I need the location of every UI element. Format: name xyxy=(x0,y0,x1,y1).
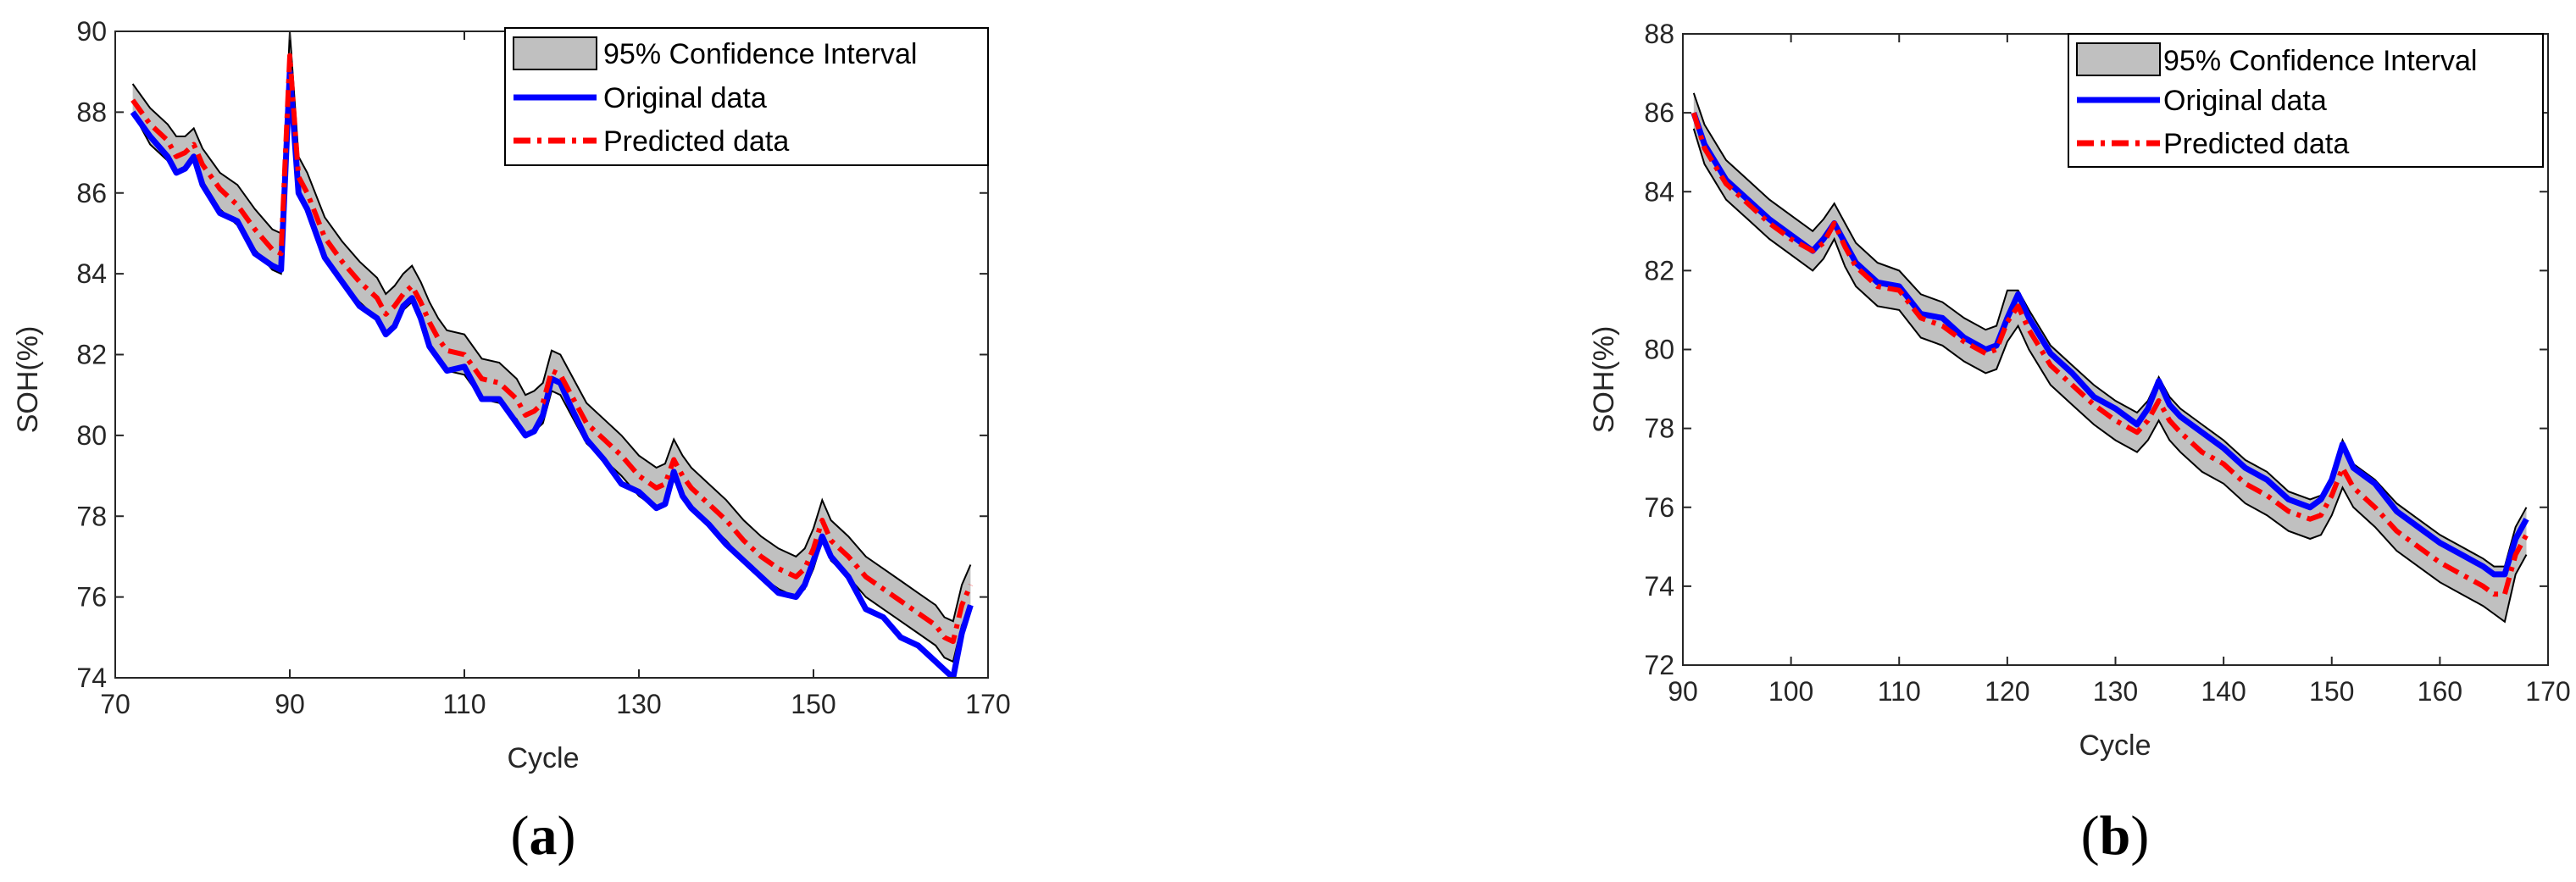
legend-original-label: Original data xyxy=(603,82,767,114)
x-tick-label: 170 xyxy=(2525,676,2570,707)
y-tick-label: 76 xyxy=(1644,492,1674,523)
legend-ci-swatch xyxy=(2076,42,2161,76)
legend-ci-swatch xyxy=(513,36,597,70)
y-tick-label: 88 xyxy=(76,97,107,127)
x-tick-label: 160 xyxy=(2418,676,2462,707)
predicted-data-line xyxy=(130,53,974,645)
confidence-band xyxy=(132,31,971,662)
x-tick-label: 110 xyxy=(442,689,486,719)
x-tick-label: 100 xyxy=(1768,676,1813,707)
x-tick-label: 130 xyxy=(616,689,661,719)
x-tick-label: 120 xyxy=(1985,676,2029,707)
x-tick-label: 170 xyxy=(965,689,1010,719)
series-group xyxy=(1690,92,2529,624)
legend: 95% Confidence Interval Original data Pr… xyxy=(2068,33,2544,168)
y-tick-label: 80 xyxy=(76,420,107,451)
predicted-data-line xyxy=(1690,112,2529,597)
y-tick-label: 88 xyxy=(1644,19,1674,49)
x-tick-label: 150 xyxy=(2309,676,2354,707)
legend-original-label: Original data xyxy=(2163,85,2327,117)
y-tick-label: 86 xyxy=(1644,97,1674,128)
y-tick-label: 86 xyxy=(76,178,107,208)
y-tick-label: 82 xyxy=(76,340,107,370)
x-tick-label: 140 xyxy=(2201,676,2246,707)
legend-ci-label: 95% Confidence Interval xyxy=(2163,45,2477,77)
y-tick-label: 82 xyxy=(1644,255,1674,286)
y-tick-label: 78 xyxy=(1644,413,1674,444)
panel-b: SOH(%) Cycle 90 100 110 120 130 140 150 160 170 7… xyxy=(1588,19,2571,867)
x-tick-label: 90 xyxy=(275,689,305,719)
y-tick-label: 84 xyxy=(76,258,107,289)
y-tick-label: 84 xyxy=(1644,176,1674,207)
confidence-band xyxy=(1693,92,2527,622)
y-axis-label: SOH(%) xyxy=(12,326,44,434)
x-tick-label: 110 xyxy=(1878,676,1921,707)
confidence-lower-bound xyxy=(1692,128,2528,624)
original-data-line xyxy=(1690,111,2529,578)
x-axis-label: Cycle xyxy=(507,742,579,774)
y-tick-label: 80 xyxy=(1644,335,1674,365)
y-tick-label: 90 xyxy=(76,16,107,47)
series-group xyxy=(130,31,974,678)
legend: 95% Confidence Interval Original data Pr… xyxy=(504,27,989,166)
y-tick-label: 72 xyxy=(1644,650,1674,680)
y-tick-label: 74 xyxy=(76,663,107,693)
x-tick-label: 70 xyxy=(100,689,130,719)
x-axis-label: Cycle xyxy=(2079,729,2151,762)
legend-predicted-label: Predicted data xyxy=(2163,128,2349,160)
legend-ci-label: 95% Confidence Interval xyxy=(603,38,917,70)
panel-label-b: b xyxy=(2100,805,2131,867)
original-data-line xyxy=(130,69,974,678)
x-tick-label: 150 xyxy=(791,689,836,719)
confidence-upper-bound xyxy=(1692,92,2528,568)
panel-a: SOH(%) Cycle 70 90 110 130 150 170 74 76 78 80 82 8… xyxy=(12,16,1011,867)
y-tick-label: 74 xyxy=(1644,571,1674,602)
legend-predicted-label: Predicted data xyxy=(603,125,789,158)
panel-caption-b: (b) xyxy=(2081,805,2150,867)
x-tick-label: 90 xyxy=(1668,676,1698,707)
panel-label-a: a xyxy=(530,805,558,867)
x-tick-label: 130 xyxy=(2093,676,2138,707)
y-axis-label: SOH(%) xyxy=(1588,326,1620,434)
panel-caption-a: (a) xyxy=(511,805,576,867)
y-tick-label: 76 xyxy=(76,582,107,613)
y-tick-label: 78 xyxy=(76,501,107,531)
